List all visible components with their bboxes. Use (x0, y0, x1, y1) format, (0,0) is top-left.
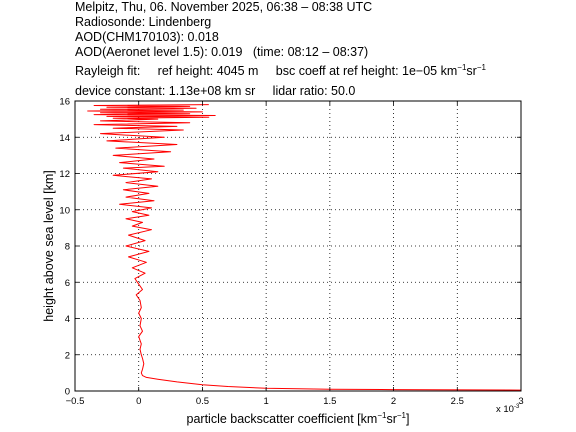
x-tick-label: −0.5 (66, 396, 85, 407)
header-aod-chm: AOD(CHM170103): 0.018 (75, 30, 219, 44)
y-tick-label: 14 (59, 133, 70, 144)
x-axis-label-end: ] (406, 412, 409, 426)
x-tick-label: 2.5 (451, 396, 464, 407)
axes-frame (74, 100, 522, 392)
x-axis-multiplier: x 10-3 (496, 404, 520, 415)
y-axis-label: height above sea level [km] (42, 170, 56, 321)
x-axis-label-text: particle backscatter coefficient [km (187, 412, 378, 426)
x-axis-multiplier-exp: -3 (514, 404, 520, 410)
x-tick-label: 0 (136, 396, 141, 407)
header-rayleigh-sup2: −1 (476, 63, 486, 72)
grid-layer (75, 101, 521, 391)
x-tick-label: 3 (518, 396, 523, 407)
y-tick-label: 12 (59, 169, 70, 180)
backscatter-profile-line (87, 104, 522, 391)
header-radiosonde: Radiosonde: Lindenberg (75, 15, 212, 29)
x-axis-label-sr: sr (386, 412, 396, 426)
y-tick-label: 2 (65, 350, 70, 361)
y-tick-label: 8 (65, 242, 70, 253)
header-location-time: Melpitz, Thu, 06. November 2025, 06:38 –… (75, 0, 373, 14)
header-rayleigh-text: Rayleigh fit: ref height: 4045 m bsc coe… (75, 64, 458, 78)
header-device-constant: device constant: 1.13e+08 km sr lidar ra… (75, 84, 356, 98)
header-rayleigh-fit: Rayleigh fit: ref height: 4045 m bsc coe… (75, 64, 486, 79)
x-axis-multiplier-base: x 10 (496, 404, 514, 415)
trace-layer (87, 104, 522, 391)
y-tick-label: 0 (65, 387, 70, 398)
y-tick-label: 16 (59, 97, 70, 108)
x-tick-label: 0.5 (196, 396, 209, 407)
y-tick-label: 4 (65, 314, 70, 325)
x-tick-label: 2 (391, 396, 396, 407)
y-tick-label: 6 (65, 278, 70, 289)
x-tick-label: 1 (263, 396, 268, 407)
x-tick-label: 1.5 (323, 396, 336, 407)
header-rayleigh-sup1: −1 (457, 63, 467, 72)
x-axis-label-sup1: −1 (377, 411, 387, 420)
y-tick-label: 10 (59, 205, 70, 216)
header-rayleigh-sr: sr (466, 64, 477, 78)
tick-layer (74, 100, 522, 392)
x-axis-label-sup2: −1 (397, 411, 407, 420)
x-axis-label: particle backscatter coefficient [km−1sr… (187, 411, 410, 426)
header-aod-aeronet: AOD(Aeronet level 1.5): 0.019 (time: 08:… (75, 45, 369, 59)
